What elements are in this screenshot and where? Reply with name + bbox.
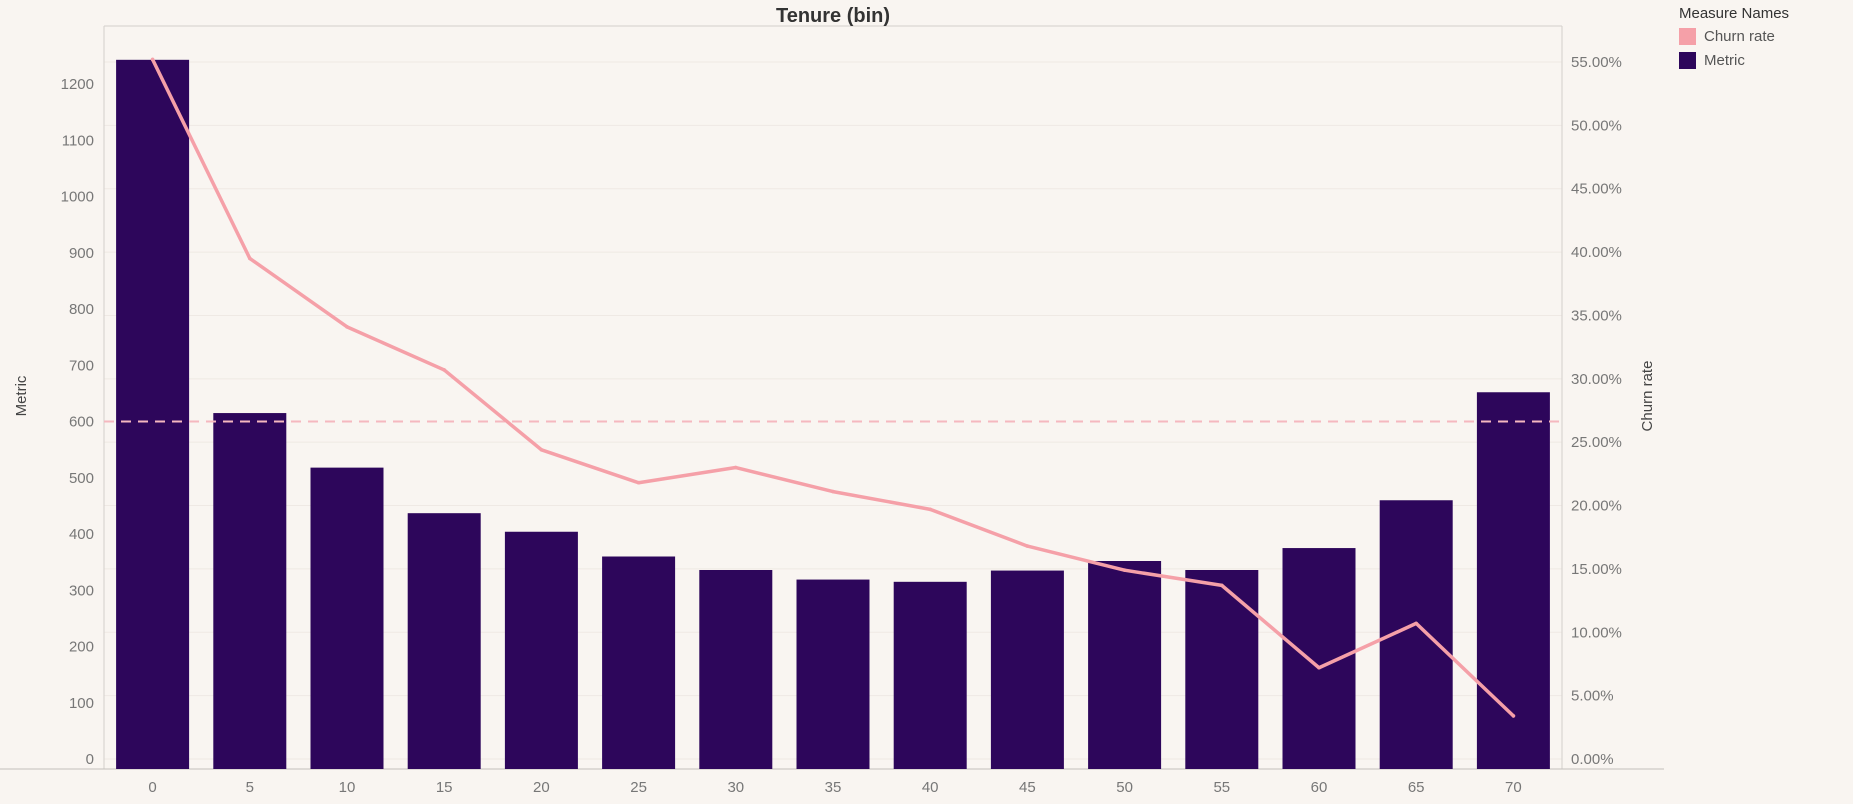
x-tick-label: 50 — [1116, 779, 1133, 796]
legend-item-metric[interactable]: Metric — [1679, 52, 1849, 69]
y-tick-label: 200 — [69, 639, 94, 656]
point-churn-rate-65 — [1414, 621, 1418, 626]
legend-label-metric: Metric — [1704, 52, 1745, 69]
point-churn-rate-20 — [539, 447, 544, 452]
y-tick-label: 1000 — [61, 189, 94, 206]
x-tick-label: 5 — [246, 779, 254, 796]
y2-tick-label: 35.00% — [1571, 307, 1622, 324]
bar-metric-5 — [213, 413, 287, 769]
x-tick-label: 65 — [1408, 779, 1425, 796]
point-churn-rate-25 — [636, 480, 641, 485]
bar-metric-35 — [796, 579, 870, 769]
bar-metric-30 — [699, 570, 773, 769]
y-tick-label: 600 — [69, 414, 94, 431]
y-tick-label: 800 — [69, 301, 94, 318]
bar-metric-45 — [990, 570, 1064, 769]
bar-metric-25 — [602, 556, 676, 769]
point-churn-rate-30 — [734, 465, 738, 470]
x-tick-label: 70 — [1505, 779, 1522, 796]
y-tick-label: 300 — [69, 582, 94, 599]
y-tick-label: 500 — [69, 470, 94, 487]
y2-tick-label: 50.00% — [1571, 117, 1622, 134]
y2-tick-label: 40.00% — [1571, 244, 1622, 261]
legend-swatch-metric — [1679, 52, 1696, 69]
point-churn-rate-55 — [1220, 583, 1224, 588]
point-churn-rate-10 — [345, 325, 349, 329]
x-tick-label: 15 — [436, 779, 453, 796]
y2-tick-label: 45.00% — [1571, 181, 1622, 198]
x-tick-label: 20 — [533, 779, 550, 796]
x-tick-label: 40 — [922, 779, 939, 796]
y2-tick-label: 20.00% — [1571, 498, 1622, 515]
point-churn-rate-60 — [1317, 665, 1321, 670]
legend-item-churn-rate[interactable]: Churn rate — [1679, 28, 1849, 45]
y2-axis-label: Churn rate — [1639, 361, 1656, 432]
x-tick-label: 35 — [825, 779, 842, 796]
y2-tick-label: 10.00% — [1571, 624, 1622, 641]
y-tick-label: 400 — [69, 526, 94, 543]
legend-swatch-churn-rate — [1679, 28, 1696, 45]
bar-metric-70 — [1476, 392, 1550, 769]
y-tick-label: 900 — [69, 245, 94, 262]
point-churn-rate-35 — [831, 489, 835, 494]
bar-metric-40 — [893, 581, 967, 769]
point-churn-rate-45 — [1025, 544, 1030, 548]
x-tick-label: 10 — [339, 779, 356, 796]
legend: Measure Names Churn rate Metric — [1679, 5, 1849, 76]
point-churn-rate-70 — [1511, 714, 1516, 718]
point-churn-rate-5 — [248, 256, 252, 261]
x-tick-label: 30 — [727, 779, 744, 796]
chart-title: Tenure (bin) — [776, 5, 890, 27]
x-tick-label: 60 — [1311, 779, 1328, 796]
x-tick-label: 0 — [148, 779, 156, 796]
legend-title: Measure Names — [1679, 5, 1790, 22]
y-tick-label: 1200 — [61, 76, 94, 93]
x-tick-label: 45 — [1019, 779, 1036, 796]
x-tick-label: 25 — [630, 779, 647, 796]
y-tick-label: 100 — [69, 695, 94, 712]
bar-metric-60 — [1282, 548, 1356, 769]
y2-tick-label: 15.00% — [1571, 561, 1622, 578]
y2-tick-label: 0.00% — [1571, 751, 1614, 768]
bar-metric-15 — [407, 513, 481, 769]
point-churn-rate-40 — [928, 507, 932, 512]
bar-metric-20 — [504, 531, 578, 769]
legend-label-churn-rate: Churn rate — [1704, 28, 1775, 45]
x-tick-label: 55 — [1213, 779, 1230, 796]
y2-tick-label: 55.00% — [1571, 54, 1622, 71]
y-axis-label: Metric — [13, 375, 30, 416]
point-churn-rate-15 — [442, 368, 447, 372]
point-churn-rate-0 — [150, 57, 155, 62]
bar-metric-50 — [1088, 561, 1162, 769]
y2-tick-label: 5.00% — [1571, 688, 1614, 705]
y2-tick-label: 25.00% — [1571, 434, 1622, 451]
bar-metric-0 — [116, 59, 190, 769]
y-tick-label: 0 — [86, 751, 94, 768]
bar-metric-10 — [310, 467, 384, 769]
y2-tick-label: 30.00% — [1571, 371, 1622, 388]
bar-metric-55 — [1185, 570, 1259, 769]
y-tick-label: 1100 — [62, 132, 94, 149]
point-churn-rate-50 — [1122, 568, 1127, 572]
y-tick-label: 700 — [69, 357, 94, 374]
